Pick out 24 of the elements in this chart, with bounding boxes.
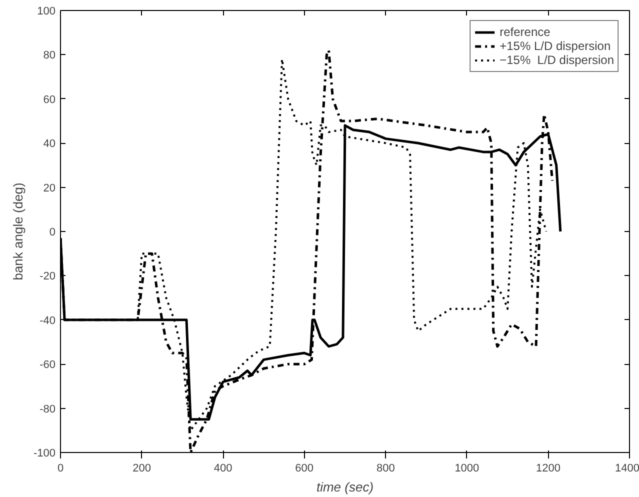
- y-tick-label: -40: [40, 314, 56, 327]
- x-tick-label: 0: [57, 462, 64, 474]
- y-tick-label: 60: [43, 94, 56, 106]
- legend-label: reference: [500, 25, 550, 39]
- y-tick-label: 80: [43, 50, 56, 62]
- x-axis-title: time (sec): [316, 480, 374, 494]
- x-tick-label: 600: [295, 462, 314, 474]
- y-tick-label: -60: [40, 359, 56, 372]
- x-tick-label: 1200: [536, 462, 560, 474]
- x-tick-label: 1400: [615, 462, 639, 474]
- y-tick-label: -100: [33, 448, 56, 460]
- y-tick-label: 100: [37, 6, 56, 18]
- legend-label: −15% L/D dispersion: [500, 53, 614, 67]
- x-tick-label: 200: [132, 462, 151, 474]
- y-tick-label: 0: [49, 226, 56, 238]
- y-tick-label: 20: [43, 182, 56, 194]
- x-tick-label: 800: [376, 462, 395, 474]
- y-tick-label: -80: [40, 403, 56, 416]
- y-axis-title: bank angle (deg): [10, 182, 26, 280]
- y-tick-label: -20: [40, 270, 56, 283]
- y-tick-label: 40: [43, 138, 56, 150]
- legend-label: +15% L/D dispersion: [500, 39, 611, 53]
- x-tick-label: 400: [214, 462, 232, 474]
- x-tick-label: 1000: [454, 462, 480, 474]
